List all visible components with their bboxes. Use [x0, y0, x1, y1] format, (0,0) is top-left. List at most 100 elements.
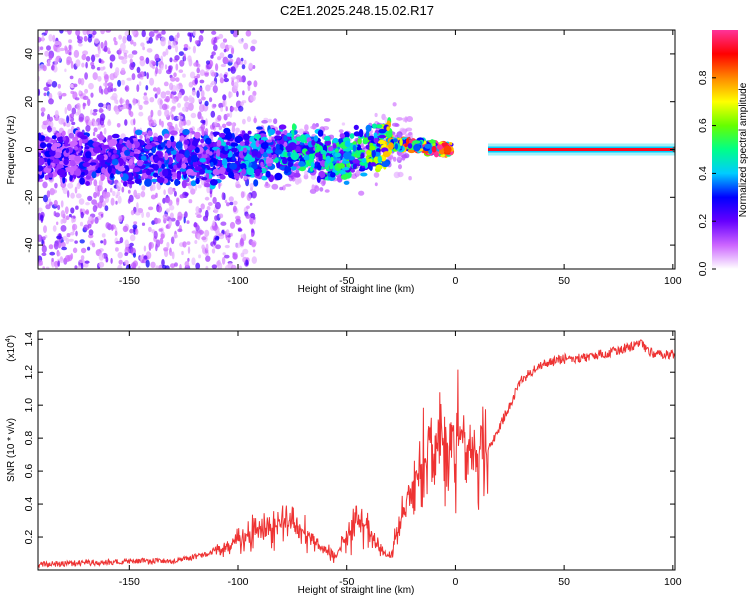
spectrogram-noise-mark	[199, 30, 205, 34]
spectrogram-noise-mark	[71, 107, 77, 115]
spectrogram-band-mark	[73, 146, 79, 151]
spectrogram-noise-mark	[57, 83, 61, 89]
spectrogram-band-mark	[366, 149, 372, 156]
spectrogram-noise-mark	[103, 87, 109, 95]
spectrogram-noise-mark	[232, 252, 236, 256]
spectrogram-noise-mark	[240, 252, 245, 258]
spectrogram-noise-mark	[179, 59, 185, 67]
spectrogram-noise-mark	[212, 85, 218, 94]
spectrogram-noise-mark	[117, 251, 123, 259]
spectrogram-noise-mark	[51, 261, 55, 268]
spectrogram-noise-mark	[227, 53, 233, 59]
spectrogram-band-mark	[212, 168, 221, 176]
spectrogram-noise-mark	[196, 67, 200, 74]
spectrogram-band-mark	[334, 148, 339, 153]
spectrogram-band-mark	[361, 157, 367, 163]
spectrogram-band-mark	[157, 135, 163, 142]
spectrogram-noise-mark	[93, 191, 98, 199]
spectrogram-noise-mark	[48, 92, 53, 100]
spectrogram-noise-mark	[125, 99, 130, 106]
spectrogram-noise-mark	[228, 196, 234, 203]
spectrogram-noise-mark	[119, 237, 124, 244]
spectrogram-noise-mark	[252, 216, 256, 220]
spectrogram-band-mark	[89, 162, 97, 166]
spectrogram-noise-mark	[160, 55, 164, 63]
spectrogram-band-mark	[260, 161, 264, 167]
spectrogram-noise-mark	[145, 57, 150, 65]
spectrogram-noise-mark	[250, 186, 253, 192]
spectrogram-band-mark	[61, 130, 66, 137]
spectrogram-band-mark	[126, 155, 131, 160]
spectrogram-band-mark	[393, 138, 398, 143]
spectrogram-noise-mark	[205, 243, 209, 251]
spectrogram-noise-mark	[92, 30, 97, 35]
spectrogram-band-mark	[194, 147, 200, 154]
spectrogram-band-mark	[51, 135, 57, 140]
spectrogram-noise-mark	[248, 62, 253, 69]
spectrogram-noise-mark	[58, 233, 62, 240]
spectrogram-band-mark	[146, 138, 150, 145]
spectrogram-noise-mark	[247, 84, 251, 92]
spectrogram-noise-mark	[189, 71, 196, 79]
spectrogram-band-mark	[44, 174, 49, 181]
spectrogram-y-ticks: -40 -20 0 20 40	[23, 48, 675, 253]
spectrogram-noise-mark	[68, 132, 75, 139]
spectrogram-band-mark	[70, 160, 76, 167]
spectrogram-noise-mark	[120, 67, 126, 75]
spectrogram-noise-mark	[134, 211, 141, 216]
spectrogram-noise-mark	[204, 196, 210, 201]
spectrogram-noise-mark	[143, 245, 147, 252]
spectrogram-noise-mark	[52, 34, 56, 43]
spectrogram-band-mark	[375, 148, 381, 153]
spectrogram-band-mark	[412, 140, 421, 144]
spectrogram-noise-mark	[210, 110, 216, 118]
spectrogram-noise-mark	[218, 232, 224, 237]
spectrogram-noise-mark	[41, 245, 47, 254]
spectrogram-band-mark	[129, 151, 135, 157]
spectrogram-noise-mark	[156, 87, 161, 95]
spectrogram-noise-mark	[129, 183, 133, 189]
spectrogram-noise-mark	[76, 102, 81, 110]
spectrogram-noise-mark	[72, 247, 78, 254]
spectrogram-band-mark	[80, 171, 85, 176]
spectrogram-noise-mark	[195, 206, 200, 213]
spectrogram-noise-mark	[183, 95, 189, 102]
spectrogram-noise-mark	[74, 240, 78, 244]
spectrogram-noise-mark	[82, 30, 88, 36]
spectrogram-noise-mark	[225, 58, 230, 63]
spectrogram-band-mark	[190, 154, 199, 163]
spectrogram-band-mark	[145, 169, 152, 176]
spectrogram-band-mark	[116, 142, 120, 151]
spectrogram-noise-mark	[80, 262, 84, 269]
spectrogram-noise-mark	[93, 37, 100, 44]
spectrogram-noise-mark	[131, 73, 136, 81]
spectrogram-halo-mark	[358, 190, 365, 196]
spectrogram-band-mark	[394, 143, 399, 150]
spectrogram-noise-mark	[94, 216, 99, 224]
spectrogram-noise-mark	[175, 219, 180, 227]
spectrogram-noise-mark	[167, 187, 174, 195]
colorbar-label: Normalized spectral amplitude	[738, 82, 749, 217]
spectrogram-noise-mark	[191, 89, 196, 96]
spectrogram-noise-mark	[169, 251, 174, 256]
spectrogram-band-mark	[234, 173, 240, 180]
spectrogram-band-mark	[253, 133, 261, 140]
spectrogram-noise-mark	[184, 261, 190, 267]
spectrogram-noise-mark	[85, 202, 90, 206]
spectrogram-band-mark	[69, 174, 73, 182]
spectrogram-band-mark	[286, 132, 293, 137]
x-tick-label: -100	[228, 275, 249, 287]
spectrogram-noise-mark	[187, 257, 190, 262]
spectrogram-noise-mark	[162, 197, 166, 204]
colorbar-tick-label: 0.4	[697, 166, 709, 181]
spectrogram-noise-mark	[78, 198, 85, 205]
spectrogram-noise-mark	[60, 181, 67, 188]
spectrogram-halo-mark	[311, 184, 315, 191]
x-tick-label: 50	[558, 275, 570, 287]
spectrogram-noise-mark	[232, 200, 238, 205]
spectrogram-noise-mark	[229, 111, 233, 118]
spectrogram-band-mark	[187, 145, 196, 150]
spectrogram-noise-mark	[64, 255, 71, 262]
spectrogram-band-mark	[82, 162, 91, 168]
spectrogram-noise-mark	[99, 195, 104, 204]
